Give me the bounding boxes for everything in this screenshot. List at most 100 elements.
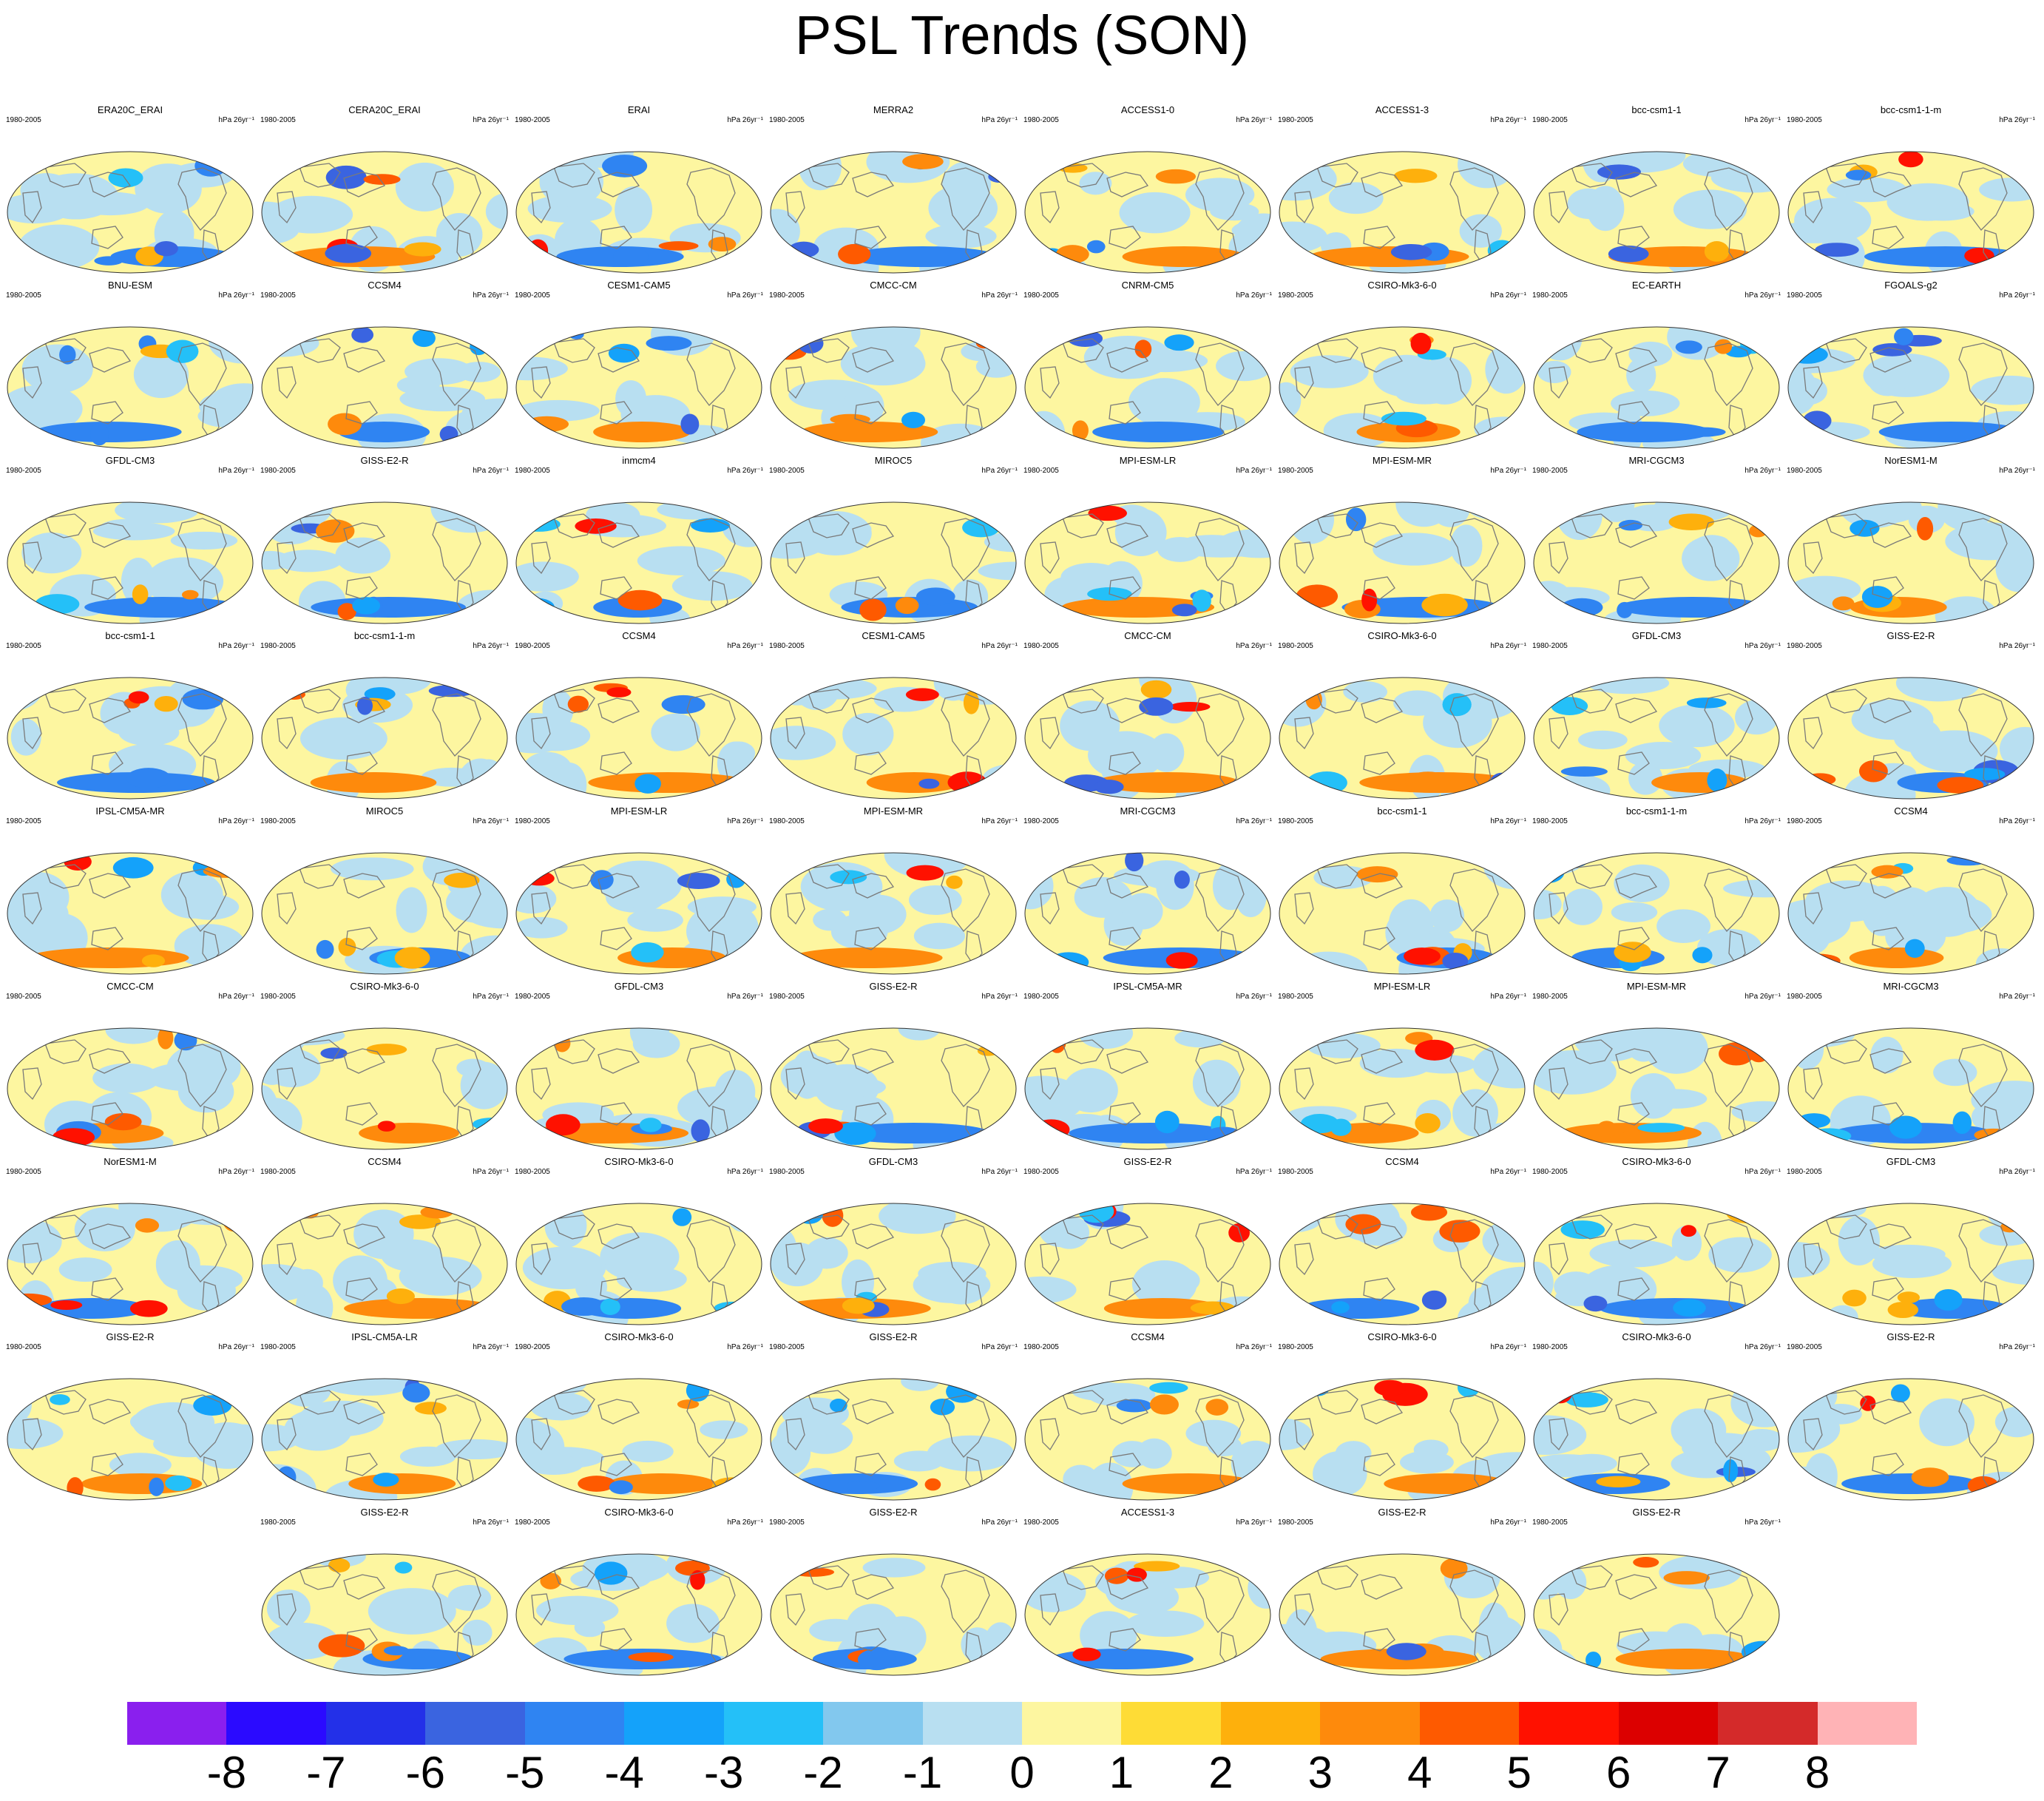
map-patch <box>1597 164 1641 180</box>
map-patch <box>840 342 926 386</box>
panel-units: hPa 26yr⁻¹ <box>981 291 1018 300</box>
map-patch <box>946 1380 979 1403</box>
map-patch <box>223 1209 245 1232</box>
map-patch <box>1050 1649 1194 1669</box>
map-patch <box>588 772 748 793</box>
map-patch <box>536 1595 619 1626</box>
map-panel: CMCC-CM 1980-2005 hPa 26yr⁻¹ <box>768 280 1019 451</box>
panel-period: 1980-2005 <box>260 467 296 475</box>
map-patch <box>963 691 980 714</box>
coastline <box>686 1219 736 1283</box>
panel-period: 1980-2005 <box>1532 817 1568 825</box>
map-patch <box>1025 1571 1086 1612</box>
map-patch <box>1586 678 1670 695</box>
map-patch <box>1608 245 1649 263</box>
map-outline <box>1533 677 1780 800</box>
map-patch <box>2000 1221 2020 1233</box>
coastline <box>1803 191 1823 224</box>
coastline <box>89 697 132 723</box>
coastline <box>44 864 87 889</box>
map-patch <box>17 506 34 530</box>
coastline <box>1195 342 1245 406</box>
map-patch <box>98 518 156 538</box>
map-patch <box>1055 245 1089 264</box>
coastline <box>177 518 227 581</box>
coastline <box>299 513 341 538</box>
map-patch <box>771 726 836 760</box>
map-outline <box>1533 151 1780 274</box>
coastline <box>299 864 341 889</box>
coastline <box>531 1067 551 1101</box>
map-patch <box>1663 1571 1710 1585</box>
panel-title: MPI-ESM-MR <box>863 805 924 817</box>
map-patch <box>805 1237 848 1269</box>
map-patch <box>961 1627 994 1662</box>
coastline <box>1615 873 1658 899</box>
map-patch <box>1589 1239 1677 1268</box>
coastline <box>598 172 640 197</box>
coastline <box>91 401 123 425</box>
coastline <box>808 1214 850 1240</box>
map-patch <box>1359 1048 1434 1078</box>
panel-units: hPa 26yr⁻¹ <box>218 467 254 475</box>
coastline <box>785 1243 805 1276</box>
coastline <box>941 342 990 406</box>
coastline <box>598 347 640 373</box>
panel-units: hPa 26yr⁻¹ <box>1236 993 1272 1001</box>
coastline <box>1617 751 1650 775</box>
map-patch <box>1405 771 1451 793</box>
panel-units: hPa 26yr⁻¹ <box>1490 291 1526 300</box>
coastline <box>1363 751 1395 775</box>
coastline <box>1449 693 1499 757</box>
coastline <box>432 1394 481 1458</box>
coastline <box>345 226 378 249</box>
panel-period: 1980-2005 <box>1023 817 1059 825</box>
map-patch <box>780 1055 842 1097</box>
map-patch <box>2004 678 2034 691</box>
panel-period: 1980-2005 <box>6 1343 41 1351</box>
map-patch <box>50 1300 83 1310</box>
coastline <box>1062 1214 1104 1240</box>
coastline <box>22 717 42 750</box>
map-patch <box>1204 1126 1243 1145</box>
coastline <box>1449 1394 1499 1458</box>
map-outline <box>1279 501 1526 624</box>
coastline <box>91 1102 123 1126</box>
map-patch <box>126 768 171 789</box>
panel-period: 1980-2005 <box>1023 1518 1059 1527</box>
panel-period: 1980-2005 <box>1787 1343 1822 1351</box>
coastline <box>600 1453 632 1476</box>
map-patch <box>396 887 427 933</box>
coastline <box>1872 1277 1904 1301</box>
coastline <box>1825 864 1867 889</box>
panel-period: 1980-2005 <box>1532 1168 1568 1176</box>
map-outline <box>1533 501 1780 624</box>
panel-units: hPa 26yr⁻¹ <box>1744 116 1781 124</box>
map-patch <box>1860 1395 1876 1411</box>
map-svg <box>7 1378 254 1501</box>
map-patch <box>627 908 683 932</box>
colorbar-tick-label: 5 <box>1506 1748 1532 1797</box>
panel-title: GISS-E2-R <box>1632 1507 1681 1518</box>
coastline <box>941 1044 990 1107</box>
coastline <box>343 172 386 197</box>
coastline <box>44 163 87 188</box>
panel-title: CSIRO-Mk3-6-0 <box>1367 630 1437 641</box>
coastline <box>1361 1048 1404 1074</box>
panel-period: 1980-2005 <box>1787 993 1822 1001</box>
panel-period: 1980-2005 <box>769 467 805 475</box>
map-panel: GISS-E2-R 1980-2005 hPa 26yr⁻¹ <box>768 1331 1019 1503</box>
map-patch <box>788 241 819 258</box>
coastline <box>91 927 123 950</box>
map-panel: NorESM1-M 1980-2005 hPa 26yr⁻¹ <box>4 1156 256 1328</box>
map-svg <box>515 677 762 800</box>
map-patch <box>918 778 940 789</box>
map-outline <box>1024 1203 1271 1325</box>
coastline <box>1571 1565 1613 1590</box>
map-outline <box>261 326 508 449</box>
map-patch <box>1534 861 1565 883</box>
map-patch <box>1986 1203 2034 1229</box>
map-patch <box>838 243 871 265</box>
map-patch <box>691 518 730 533</box>
panel-period: 1980-2005 <box>515 993 550 1001</box>
